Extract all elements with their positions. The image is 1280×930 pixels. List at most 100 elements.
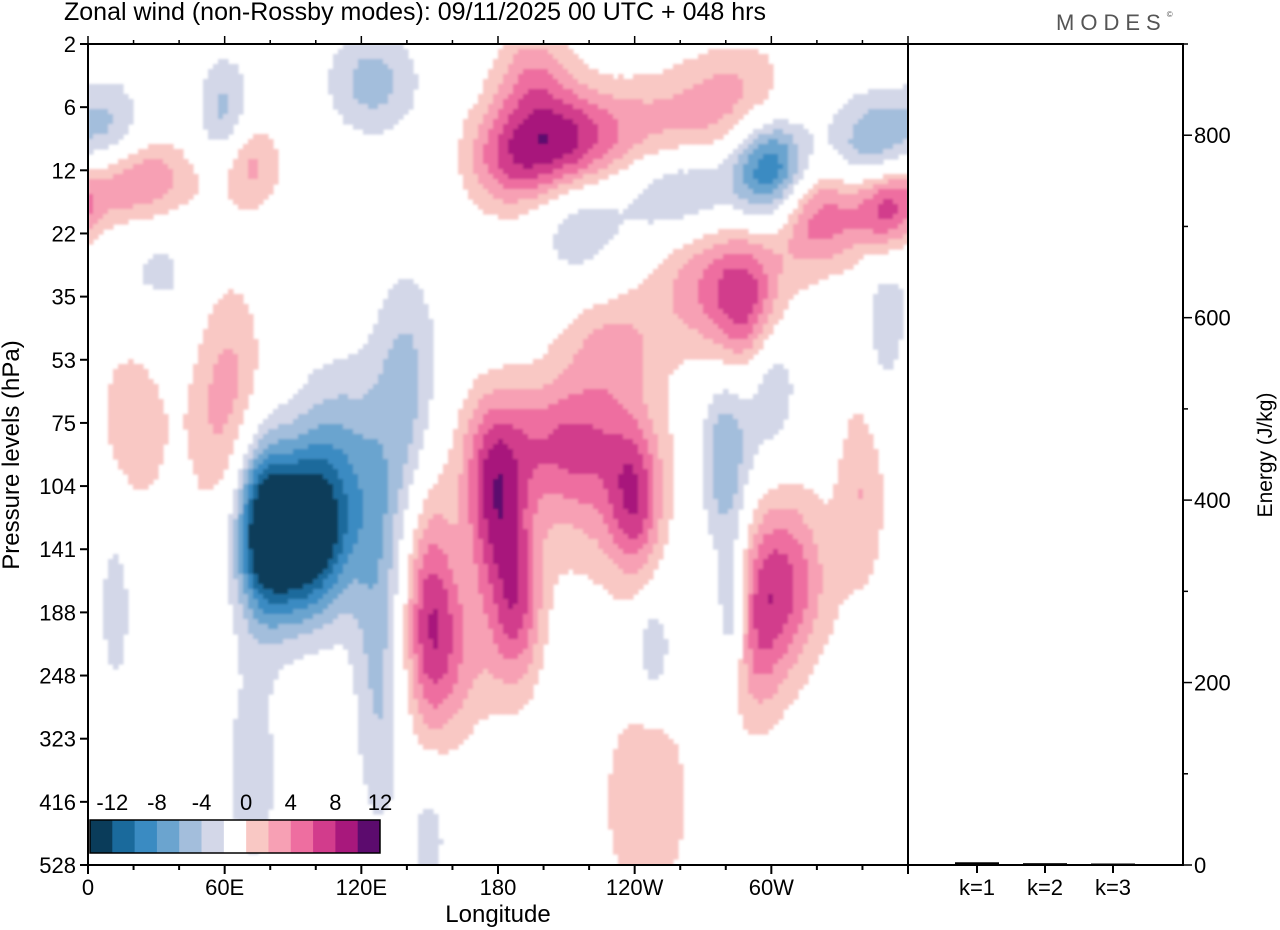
heatmap-cell	[358, 84, 364, 90]
heatmap-cell	[283, 554, 289, 560]
heatmap-cell	[303, 539, 309, 545]
heatmap-cell	[348, 609, 354, 615]
heatmap-cell	[288, 619, 294, 625]
heatmap-cell	[383, 794, 389, 800]
heatmap-cell	[378, 694, 384, 700]
heatmap-cell	[368, 419, 374, 425]
heatmap-cell	[408, 624, 414, 630]
heatmap-cell	[163, 149, 169, 155]
heatmap-cell	[358, 644, 364, 650]
heatmap-cell	[428, 854, 434, 860]
heatmap-cell	[123, 364, 129, 370]
heatmap-cell	[453, 429, 459, 435]
heatmap-cell	[293, 424, 299, 430]
heatmap-cell	[133, 199, 139, 205]
heatmap-cell	[393, 99, 399, 105]
heatmap-cell	[383, 579, 389, 585]
heatmap-cell	[123, 589, 129, 595]
heatmap-cell	[233, 539, 239, 545]
heatmap-cell	[288, 624, 294, 630]
heatmap-cell	[458, 509, 464, 515]
heatmap-cell	[238, 584, 244, 590]
heatmap-cell	[253, 639, 259, 645]
heatmap-cell	[403, 434, 409, 440]
heatmap-cell	[358, 699, 364, 705]
heatmap-cell	[293, 489, 299, 495]
heatmap-cell	[378, 644, 384, 650]
heatmap-cell	[343, 569, 349, 575]
heatmap-cell	[458, 584, 464, 590]
heatmap-cell	[213, 99, 219, 105]
heatmap-cell	[88, 124, 94, 130]
heatmap-cell	[283, 439, 289, 445]
heatmap-cell	[388, 364, 394, 370]
heatmap-cell	[233, 764, 239, 770]
heatmap-cell	[348, 399, 354, 405]
heatmap-cell	[253, 349, 259, 355]
heatmap-cell	[343, 404, 349, 410]
heatmap-cell	[383, 684, 389, 690]
heatmap-cell	[388, 699, 394, 705]
heatmap-cell	[383, 124, 389, 130]
heatmap-cell	[353, 619, 359, 625]
heatmap-cell	[313, 539, 319, 545]
heatmap-cell	[408, 469, 414, 475]
heatmap-cell	[168, 154, 174, 160]
heatmap-cell	[288, 609, 294, 615]
heatmap-cell	[273, 494, 279, 500]
heatmap-cell	[428, 824, 434, 830]
heatmap-cell	[178, 179, 184, 185]
heatmap-cell	[368, 494, 374, 500]
heatmap-cell	[413, 289, 419, 295]
heatmap-cell	[358, 599, 364, 605]
heatmap-cell	[148, 144, 154, 150]
heatmap-cell	[118, 579, 124, 585]
heatmap-cell	[288, 399, 294, 405]
heatmap-cell	[293, 399, 299, 405]
heatmap-cell	[413, 364, 419, 370]
heatmap-cell	[338, 444, 344, 450]
heatmap-cell	[423, 679, 429, 685]
heatmap-cell	[108, 214, 114, 220]
heatmap-cell	[348, 594, 354, 600]
heatmap-cell	[453, 709, 459, 715]
heatmap-cell	[348, 564, 354, 570]
heatmap-cell	[418, 689, 424, 695]
heatmap-cell	[153, 449, 159, 455]
heatmap-cell	[193, 469, 199, 475]
heatmap-cell	[468, 134, 474, 140]
heatmap-cell	[248, 354, 254, 360]
heatmap-cell	[303, 469, 309, 475]
heatmap-cell	[118, 569, 124, 575]
heatmap-cell	[243, 179, 249, 185]
heatmap-cell	[423, 419, 429, 425]
heatmap-cell	[333, 419, 339, 425]
heatmap-cell	[423, 519, 429, 525]
heatmap-cell	[128, 104, 134, 110]
heatmap-cell	[243, 714, 249, 720]
heatmap-cell	[363, 664, 369, 670]
heatmap-cell	[393, 459, 399, 465]
heatmap-cell	[263, 624, 269, 630]
heatmap-cell	[158, 174, 164, 180]
heatmap-cell	[388, 294, 394, 300]
heatmap-cell	[348, 389, 354, 395]
heatmap-cell	[403, 654, 409, 660]
heatmap-cell	[353, 389, 359, 395]
heatmap-cell	[453, 454, 459, 460]
heatmap-cell	[393, 569, 399, 575]
heatmap-cell	[283, 534, 289, 540]
heatmap-cell	[223, 389, 229, 395]
heatmap-cell	[228, 289, 234, 295]
heatmap-cell	[363, 44, 369, 50]
heatmap-cell	[398, 359, 404, 365]
heatmap-cell	[108, 129, 114, 135]
heatmap-cell	[133, 474, 139, 480]
heatmap-cell	[393, 439, 399, 445]
heatmap-cell	[158, 269, 164, 275]
heatmap-cell	[468, 474, 474, 480]
heatmap-cell	[118, 619, 124, 625]
heatmap-cell	[443, 744, 449, 750]
heatmap-cell	[253, 439, 259, 445]
heatmap-cell	[353, 644, 359, 650]
